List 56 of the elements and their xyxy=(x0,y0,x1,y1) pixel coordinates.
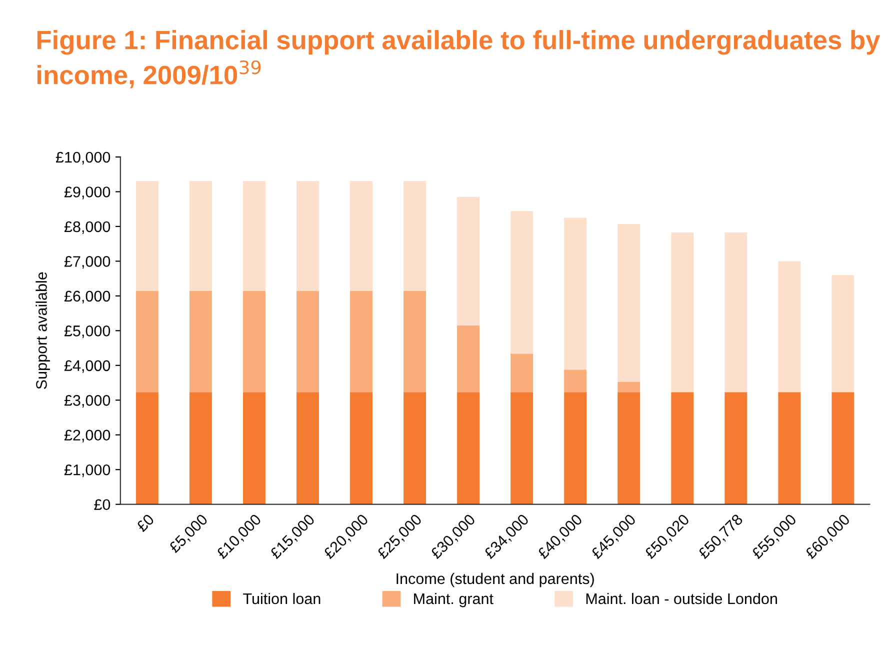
legend-label: Tuition loan xyxy=(243,592,320,604)
bar xyxy=(296,291,319,392)
bar xyxy=(296,180,319,292)
bar xyxy=(832,392,854,504)
bar xyxy=(242,392,266,504)
bar xyxy=(350,291,372,392)
bar xyxy=(136,291,158,392)
legend-label: Maint. loan - outside London xyxy=(586,592,777,604)
chart-title: Figure 1: Financial support available to full-time undergraduates by income, 2009/10$^{39}$ xyxy=(37,30,880,88)
bar xyxy=(457,325,480,392)
y-tick-label: £3,000 xyxy=(64,395,110,408)
y-tick-label: £8,000 xyxy=(64,221,110,234)
bar xyxy=(778,261,801,392)
bar xyxy=(457,392,480,504)
bar xyxy=(510,211,534,354)
bar xyxy=(564,370,587,392)
bar xyxy=(778,392,801,504)
bar xyxy=(404,291,426,392)
bar xyxy=(724,392,748,504)
bar xyxy=(136,180,158,292)
y-tick-label: £4,000 xyxy=(64,360,110,373)
x-tick-label: £0 xyxy=(136,513,155,532)
bar xyxy=(510,392,534,504)
y-tick-label: £1,000 xyxy=(64,464,110,478)
y-axis-title: Support available xyxy=(36,272,50,389)
bar xyxy=(296,392,319,504)
bar xyxy=(189,291,212,392)
bar xyxy=(510,354,534,392)
y-tick-label: £5,000 xyxy=(64,326,110,338)
bar xyxy=(242,291,266,392)
bar xyxy=(404,392,426,504)
y-tick-label: £7,000 xyxy=(64,256,110,269)
bar xyxy=(671,392,694,504)
bar xyxy=(404,180,426,292)
bar xyxy=(350,392,372,504)
bar xyxy=(564,218,587,370)
y-tick-label: £10,000 xyxy=(56,152,110,164)
bar xyxy=(671,232,694,392)
y-tick-label: £2,000 xyxy=(64,430,110,442)
y-tick-label: £9,000 xyxy=(64,186,110,200)
bar xyxy=(350,180,372,292)
x-axis-title: Income (student and parents) xyxy=(396,572,594,588)
bar xyxy=(242,180,266,292)
bar xyxy=(564,392,587,504)
y-tick-label: £0 xyxy=(94,499,110,510)
y-tick-label: £6,000 xyxy=(64,290,110,304)
bar xyxy=(618,392,640,504)
bar xyxy=(189,180,212,292)
bar xyxy=(618,382,640,392)
bar xyxy=(457,196,480,326)
bar xyxy=(618,224,640,382)
legend-label: Maint. grant xyxy=(414,592,494,608)
bar xyxy=(724,232,748,392)
bar xyxy=(832,275,854,392)
bar xyxy=(189,392,212,504)
bar xyxy=(136,392,158,504)
